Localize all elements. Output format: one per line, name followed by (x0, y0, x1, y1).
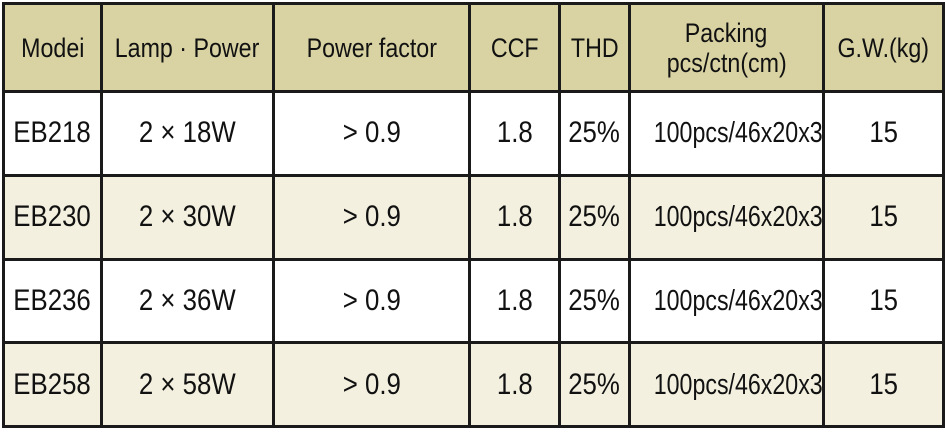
cell-power-factor: > 0.9 (272, 341, 471, 428)
header-thd: THD (558, 2, 631, 93)
header-gw: G.W.(kg) (822, 2, 945, 93)
cell-ccf: 1.8 (468, 90, 561, 177)
cell-model: EB258 (2, 341, 103, 428)
header-row: Modei Lamp · Power Power factor CCF THD … (2, 2, 945, 93)
cell-ccf: 1.8 (468, 341, 561, 428)
header-power-factor: Power factor (272, 2, 471, 93)
cell-lamp-power: 2 × 30W (100, 173, 275, 261)
cell-model: EB218 (2, 90, 103, 177)
cell-gw: 15 (822, 341, 945, 428)
table-row: EB218 2 × 18W > 0.9 1.8 25% 100pcs/46x20… (2, 90, 945, 177)
cell-model: EB230 (2, 173, 103, 261)
table-row: EB230 2 × 30W > 0.9 1.8 25% 100pcs/46x20… (2, 173, 945, 261)
cell-lamp-power: 2 × 36W (100, 257, 275, 345)
cell-gw: 15 (822, 257, 945, 345)
cell-gw: 15 (822, 90, 945, 177)
header-model: Modei (2, 2, 103, 93)
table-row: EB258 2 × 58W > 0.9 1.8 25% 100pcs/46x20… (2, 341, 945, 428)
cell-thd: 25% (558, 341, 631, 428)
header-packing-line1: Packing (685, 17, 768, 48)
cell-thd: 25% (558, 173, 631, 261)
table-row: EB236 2 × 36W > 0.9 1.8 25% 100pcs/46x20… (2, 257, 945, 345)
cell-ccf: 1.8 (468, 257, 561, 345)
cell-model: EB236 (2, 257, 103, 345)
cell-packing: 100pcs/46x20x32 (628, 90, 825, 177)
header-ccf: CCF (468, 2, 561, 93)
cell-packing: 100pcs/46x20x32 (628, 173, 825, 261)
cell-lamp-power: 2 × 58W (100, 341, 275, 428)
cell-gw: 15 (822, 173, 945, 261)
cell-thd: 25% (558, 90, 631, 177)
cell-power-factor: > 0.9 (272, 90, 471, 177)
header-packing-line2: pcs/ctn(cm) (666, 47, 787, 78)
cell-lamp-power: 2 × 18W (100, 90, 275, 177)
cell-power-factor: > 0.9 (272, 257, 471, 345)
cell-ccf: 1.8 (468, 173, 561, 261)
header-packing: Packing pcs/ctn(cm) (628, 2, 825, 93)
cell-power-factor: > 0.9 (272, 173, 471, 261)
cell-packing: 100pcs/46x20x32 (628, 257, 825, 345)
header-lamp-power: Lamp · Power (100, 2, 275, 93)
cell-packing: 100pcs/46x20x32 (628, 341, 825, 428)
cell-thd: 25% (558, 257, 631, 345)
